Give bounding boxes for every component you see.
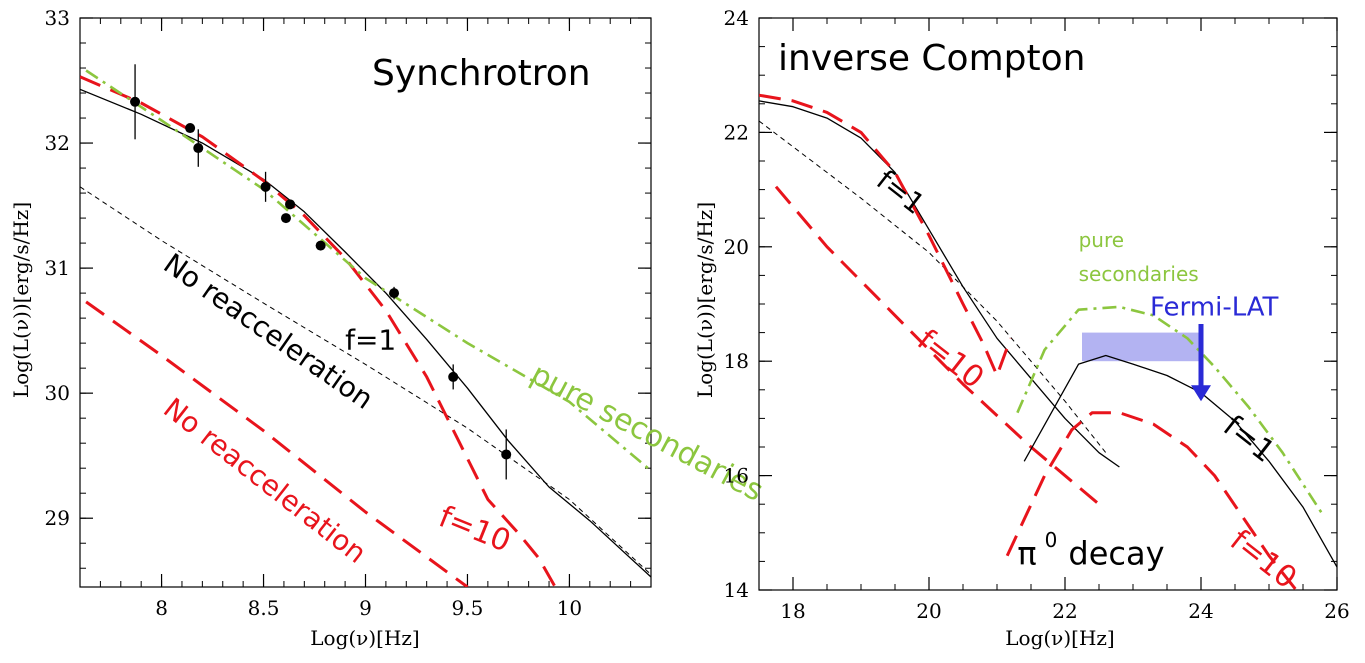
series-line-red-long-dash-3 [774,185,1100,506]
annotation-green: pure [1079,228,1124,252]
series-line-black-short-dash-1 [80,186,651,575]
x-tick-label: 22 [1052,599,1077,623]
annotation-black: π [1017,534,1036,572]
y-tick-label: 16 [724,464,749,488]
data-point [389,288,400,299]
series-line-red-long-dash-2 [759,93,1013,377]
data-point [315,240,326,251]
data-point [501,449,512,460]
y-axis-label: Log(L(ν))[erg/s/Hz] [9,202,33,398]
annotation-green: secondaries [1079,262,1199,286]
annotation-black: decay [1068,534,1164,572]
upper-limit-arrow-head [1191,385,1211,402]
series-line-green-dash-dot-4 [85,69,651,472]
x-tick-label: 24 [1188,599,1213,623]
y-tick-label: 33 [45,6,70,30]
y-axis-label: Log(L(ν))[erg/s/Hz] [693,202,717,398]
plot-frame [79,17,652,588]
series-line-black-solid-0 [80,88,651,578]
annotation-black: f=1 [1216,409,1281,470]
annotation-black: f=1 [870,163,931,220]
data-point [260,181,271,192]
data-point [280,213,291,224]
data-point [448,371,459,382]
data-point [193,143,204,154]
y-tick-label: 18 [724,349,749,373]
y-tick-label: 30 [45,381,70,405]
series-line-green-dash-dot-6 [1016,305,1325,517]
y-tick-label: 14 [724,578,749,602]
series-line-red-long-dash-3 [85,300,469,587]
annotation-black: 0 [1045,528,1058,552]
y-tick-label: 22 [724,120,749,144]
x-axis-label: Log(ν)[Hz] [310,626,419,650]
series-line-black-short-dash-1 [759,120,1107,454]
y-tick-label: 32 [45,131,70,155]
data-point [130,96,141,107]
data-point [185,123,196,134]
x-tick-label: 8 [155,596,168,620]
annotation-red: No reacceleration [157,391,372,569]
x-tick-label: 20 [916,599,941,623]
y-tick-label: 20 [724,235,749,259]
annotation-blue: Fermi-LAT [1150,292,1279,322]
y-tick-label: 24 [724,6,749,30]
data-point [285,199,296,210]
x-axis-label: Log(ν)[Hz] [1005,626,1114,650]
chart-title: inverse Compton [778,38,1085,79]
chart-title: Synchrotron [372,53,591,94]
series-line-black-solid-0 [759,100,1120,468]
x-tick-label: 8.5 [248,596,280,620]
series-line-black-solid-4 [1023,354,1337,568]
series-line-red-long-dash-5 [1005,411,1298,590]
x-tick-label: 9.5 [452,596,484,620]
annotation-black: f=1 [345,323,396,356]
x-tick-label: 9 [359,596,372,620]
annotation-red: f=10 [434,499,516,559]
y-tick-label: 31 [45,256,70,280]
x-tick-label: 18 [780,599,805,623]
y-tick-label: 29 [45,506,70,530]
x-tick-label: 26 [1324,599,1349,623]
series-line-red-long-dash-2 [80,75,557,587]
x-tick-label: 10 [557,596,582,620]
